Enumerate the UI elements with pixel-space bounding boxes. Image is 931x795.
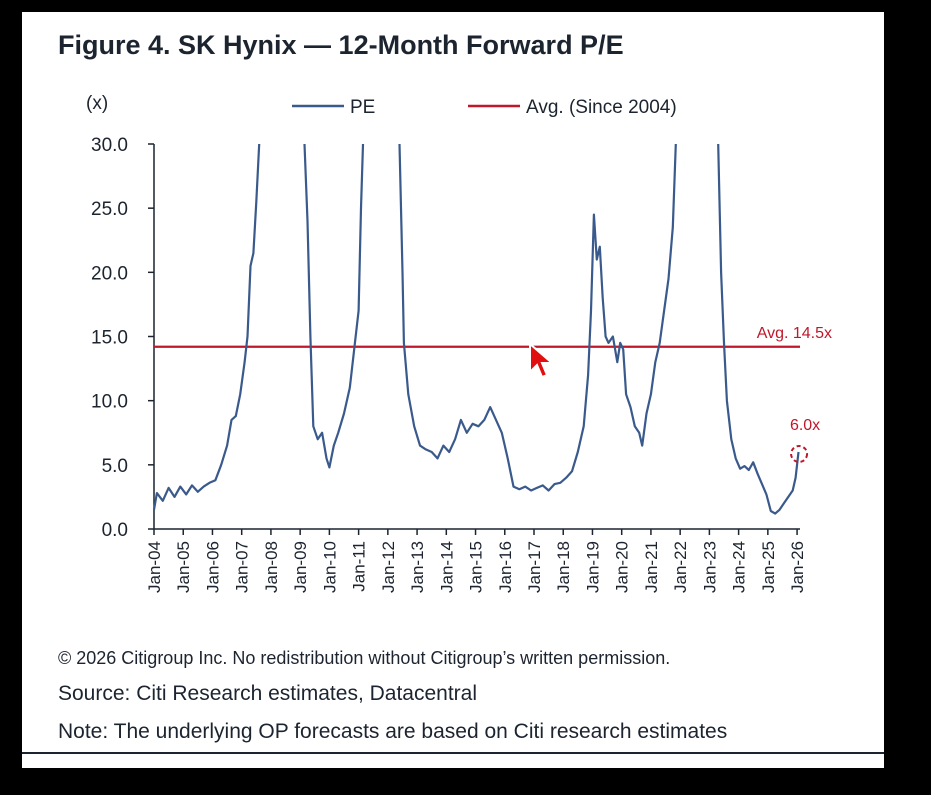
pe-series-line [303, 143, 365, 469]
chart-title: Figure 4. SK Hynix — 12-Month Forward P/… [58, 30, 624, 60]
x-tick-label: Jan-23 [700, 541, 719, 593]
x-tick-label: Jan-05 [174, 541, 193, 593]
x-tick-label: Jan-06 [203, 541, 222, 593]
x-tick-label: Jan-11 [350, 541, 369, 592]
footer-rule [22, 752, 884, 754]
y-axis-unit-label: (x) [86, 93, 108, 114]
x-tick-label: Jan-20 [613, 541, 632, 593]
x-tick-label: Jan-13 [408, 541, 427, 593]
copyright-text: © 2026 Citigroup Inc. No redistribution … [58, 648, 671, 668]
y-tick-label: 15.0 [91, 328, 128, 349]
legend-avg-label: Avg. (Since 2004) [526, 97, 677, 118]
source-text: Source: Citi Research estimates, Datacen… [58, 682, 478, 705]
avg-annotation-label: Avg. 14.5x [757, 325, 832, 342]
annotation-layer: Avg. 14.5x 6.0x [757, 325, 832, 463]
mouse-cursor-icon [529, 342, 555, 379]
pe-series-line [398, 143, 677, 492]
x-tick-label: Jan-04 [145, 541, 164, 593]
x-tick-label: Jan-09 [291, 541, 310, 593]
x-tick-label: Jan-12 [379, 541, 398, 593]
x-tick-label: Jan-14 [437, 541, 456, 593]
y-tick-label: 0.0 [102, 520, 128, 541]
pe-series-line [152, 143, 261, 510]
x-tick-label: Jan-15 [467, 541, 486, 593]
y-tick-label: 5.0 [102, 456, 128, 477]
pe-chart: 0.0 5.0 10.0 15.0 20.0 25.0 30.0 (x) Jan-04 Jan-0… [86, 93, 832, 593]
chart-legend: PE Avg. (Since 2004) [292, 97, 677, 118]
x-tick-label: Jan-25 [759, 541, 778, 593]
x-tick-label: Jan-17 [525, 541, 544, 593]
y-tick-label: 10.0 [91, 392, 128, 413]
y-tick-label: 25.0 [91, 199, 128, 220]
x-tick-label: Jan-08 [262, 541, 281, 593]
x-tick-label: Jan-24 [730, 541, 749, 593]
chart-card: Figure 4. SK Hynix — 12-Month Forward P/… [22, 12, 884, 768]
x-tick-label: Jan-10 [320, 541, 339, 593]
x-tick-label: Jan-16 [496, 541, 515, 593]
chart-axes: 0.0 5.0 10.0 15.0 20.0 25.0 30.0 (x) Jan-04 Jan-0… [86, 93, 807, 593]
current-pe-marker [790, 445, 809, 463]
legend-pe-label: PE [350, 97, 375, 118]
y-tick-label: 30.0 [91, 135, 128, 156]
pe-series-line [717, 143, 800, 515]
x-tick-label: Jan-19 [583, 541, 602, 593]
current-pe-annotation-label: 6.0x [790, 417, 820, 434]
x-tick-label: Jan-22 [671, 541, 690, 593]
x-tick-label: Jan-18 [554, 541, 573, 593]
y-tick-label: 20.0 [91, 263, 128, 284]
x-tick-label: Jan-07 [233, 541, 252, 593]
x-tick-label: Jan-26 [788, 541, 807, 593]
pe-series-layer [152, 143, 800, 515]
note-text: Note: The underlying OP forecasts are ba… [58, 720, 728, 743]
x-tick-label: Jan-21 [642, 541, 661, 593]
